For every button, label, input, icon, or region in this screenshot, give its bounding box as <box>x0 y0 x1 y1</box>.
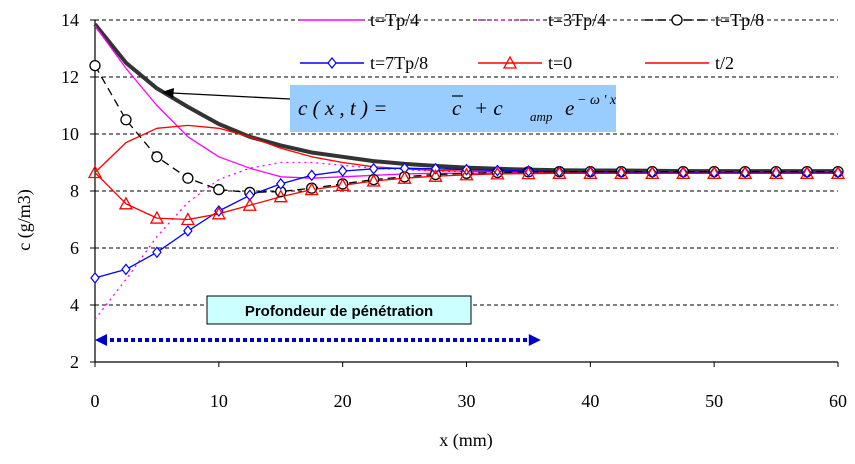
penetration-annotation: Profondeur de pénétration <box>95 295 541 346</box>
data-point <box>89 59 101 72</box>
x-tick-label: 10 <box>210 391 228 411</box>
data-point <box>676 165 691 179</box>
formula-subscript: amp <box>530 109 553 124</box>
data-point <box>554 165 565 178</box>
formula-e: e <box>565 96 574 120</box>
data-point <box>213 183 225 196</box>
formula-exponent: − ω ' x <box>577 93 617 108</box>
data-point <box>830 165 846 179</box>
data-point <box>738 165 753 179</box>
data-point <box>118 196 134 210</box>
data-point <box>151 151 163 163</box>
x-axis-label: x (mm) <box>439 430 493 451</box>
y-tick-label: 14 <box>61 10 79 30</box>
x-tick-label: 20 <box>334 391 352 411</box>
y-axis-label: c (g/m3) <box>14 189 35 250</box>
data-point <box>459 167 474 181</box>
legend-marker <box>671 14 683 26</box>
formula-box <box>290 85 616 132</box>
data-point <box>552 165 567 179</box>
y-tick-label: 2 <box>70 352 79 372</box>
legend-label: t=0 <box>548 53 572 73</box>
data-point <box>304 182 319 196</box>
data-point <box>368 162 379 175</box>
marker-layer <box>87 59 846 284</box>
legend-label: t=Tp/8 <box>715 10 764 30</box>
penetration-arrowhead-left <box>95 334 107 346</box>
y-tick-label: 8 <box>70 181 79 201</box>
data-point <box>121 263 131 276</box>
axes <box>90 19 839 367</box>
data-point <box>366 173 381 187</box>
legend-label: t=Tp/4 <box>370 10 419 30</box>
data-point <box>149 210 165 224</box>
x-tick-label: 0 <box>91 391 100 411</box>
data-point <box>490 166 505 180</box>
x-tick-labels: 0 10 20 30 40 50 60 <box>91 391 848 411</box>
x-tick-label: 60 <box>829 391 847 411</box>
y-tick-labels: 2 4 6 8 10 12 14 <box>61 10 79 372</box>
data-point <box>614 165 629 179</box>
data-point <box>214 204 224 217</box>
data-point <box>645 165 660 179</box>
y-tick-label: 12 <box>61 67 79 87</box>
legend: t=Tp/4 t=3Tp/4 t=Tp/8 t=7Tp/8 t=0 t/2 <box>300 10 764 73</box>
formula-pointer-arrowhead <box>162 88 174 98</box>
data-point <box>306 169 317 182</box>
data-point <box>585 165 596 178</box>
formula-pointer-arrow <box>171 92 291 100</box>
data-point <box>273 189 288 203</box>
legend-marker <box>502 55 518 69</box>
formula-lhs: c ( x , t ) = <box>298 96 387 120</box>
data-point <box>523 165 534 178</box>
data-point <box>275 177 286 190</box>
data-point <box>428 168 443 182</box>
penetration-arrowhead-right <box>528 334 541 346</box>
data-point <box>768 165 784 179</box>
data-point <box>90 271 100 284</box>
data-point <box>87 165 103 179</box>
data-point <box>152 246 162 259</box>
data-point <box>583 165 598 179</box>
data-point <box>521 166 536 180</box>
y-tick-label: 4 <box>70 295 79 315</box>
data-point <box>180 212 195 226</box>
data-point <box>120 114 132 126</box>
series-line <box>94 167 838 279</box>
data-point <box>242 197 257 211</box>
legend-label: t=7Tp/8 <box>370 53 428 73</box>
legend-label: t=3Tp/4 <box>548 10 606 30</box>
y-tick-label: 10 <box>61 124 79 144</box>
formula-plus: + c <box>474 96 503 120</box>
data-point <box>183 224 193 237</box>
penetration-box <box>206 295 472 325</box>
grid-lines <box>95 19 838 306</box>
data-point <box>211 206 226 220</box>
formula-cbar: c <box>452 96 462 120</box>
penetration-label: Profondeur de pénétration <box>245 303 433 320</box>
data-point <box>337 165 348 178</box>
x-tick-label: 30 <box>458 391 476 411</box>
data-point <box>430 162 441 175</box>
legend-label: t/2 <box>715 53 734 73</box>
legend-marker <box>327 57 337 69</box>
data-point <box>492 164 503 177</box>
data-point <box>397 170 412 184</box>
data-point <box>799 165 815 179</box>
x-tick-label: 50 <box>705 391 723 411</box>
x-tick-label: 40 <box>581 391 599 411</box>
data-point <box>707 165 722 179</box>
data-point <box>335 177 350 191</box>
y-tick-label: 6 <box>70 238 79 258</box>
penetration-arrow <box>95 334 541 346</box>
formula-annotation: c ( x , t ) = c + c amp e − ω ' x <box>290 85 617 132</box>
data-point <box>182 172 194 184</box>
